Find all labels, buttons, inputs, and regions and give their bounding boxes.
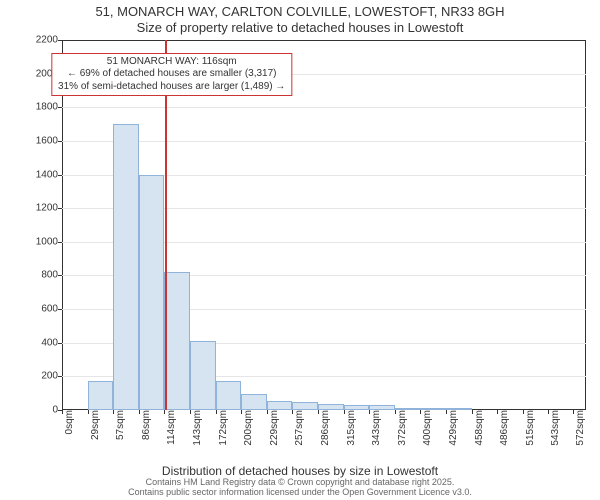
ytick-label: 1400: [36, 169, 62, 180]
xtick-label: 200sqm: [241, 410, 254, 446]
xtick-label: 458sqm: [472, 410, 485, 446]
annotation-larger: 31% of semi-detached houses are larger (…: [58, 81, 285, 94]
ytick-label: 0: [52, 405, 62, 416]
ytick-label: 600: [41, 304, 62, 315]
xtick-label: 257sqm: [292, 410, 305, 446]
xtick-label: 286sqm: [318, 410, 331, 446]
chart-container: 51, MONARCH WAY, CARLTON COLVILLE, LOWES…: [0, 0, 600, 500]
xtick-label: 57sqm: [113, 410, 126, 440]
xtick-label: 114sqm: [164, 410, 177, 445]
histogram-bar: [113, 124, 139, 410]
gridline: [62, 107, 586, 108]
xtick-label: 315sqm: [344, 410, 357, 446]
histogram-bar: [216, 381, 241, 410]
ytick-label: 1800: [36, 102, 62, 113]
gridline: [62, 141, 586, 142]
histogram-bar: [88, 381, 113, 410]
xtick-label: 400sqm: [420, 410, 433, 446]
histogram-bar: [164, 272, 190, 410]
xtick-label: 486sqm: [497, 410, 510, 446]
ytick-label: 2200: [36, 35, 62, 46]
ytick-label: 1600: [36, 135, 62, 146]
histogram-bar: [241, 394, 267, 410]
footer-attribution: Contains HM Land Registry data © Crown c…: [0, 478, 600, 498]
xtick-label: 543sqm: [548, 410, 561, 446]
xtick-label: 29sqm: [88, 410, 101, 440]
x-axis-label: Distribution of detached houses by size …: [0, 464, 600, 478]
xtick-label: 143sqm: [190, 410, 203, 446]
histogram-bar: [139, 175, 164, 410]
xtick-label: 429sqm: [446, 410, 459, 446]
footer-line-2: Contains public sector information licen…: [128, 487, 472, 497]
title-line-2: Size of property relative to detached ho…: [0, 20, 600, 35]
xtick-label: 343sqm: [369, 410, 382, 446]
ytick-label: 1200: [36, 203, 62, 214]
annotation-title: 51 MONARCH WAY: 116sqm: [58, 56, 285, 69]
xtick-label: 515sqm: [523, 410, 536, 446]
annotation-smaller: ← 69% of detached houses are smaller (3,…: [58, 68, 285, 81]
xtick-label: 572sqm: [573, 410, 586, 446]
histogram-bar: [267, 401, 292, 410]
ytick-label: 400: [41, 337, 62, 348]
xtick-label: 229sqm: [267, 410, 280, 446]
xtick-label: 86sqm: [139, 410, 152, 440]
ytick-label: 1000: [36, 236, 62, 247]
plot-area: 0200400600800100012001400160018002000220…: [62, 40, 586, 410]
xtick-label: 0sqm: [62, 410, 75, 434]
ytick-label: 200: [41, 371, 62, 382]
footer-line-1: Contains HM Land Registry data © Crown c…: [146, 477, 455, 487]
xtick-label: 372sqm: [395, 410, 408, 446]
xtick-label: 172sqm: [216, 410, 229, 446]
ytick-label: 800: [41, 270, 62, 281]
annotation-box: 51 MONARCH WAY: 116sqm← 69% of detached …: [51, 53, 292, 97]
histogram-bar: [190, 341, 216, 410]
title-line-1: 51, MONARCH WAY, CARLTON COLVILLE, LOWES…: [0, 4, 600, 19]
histogram-bar: [292, 402, 318, 410]
